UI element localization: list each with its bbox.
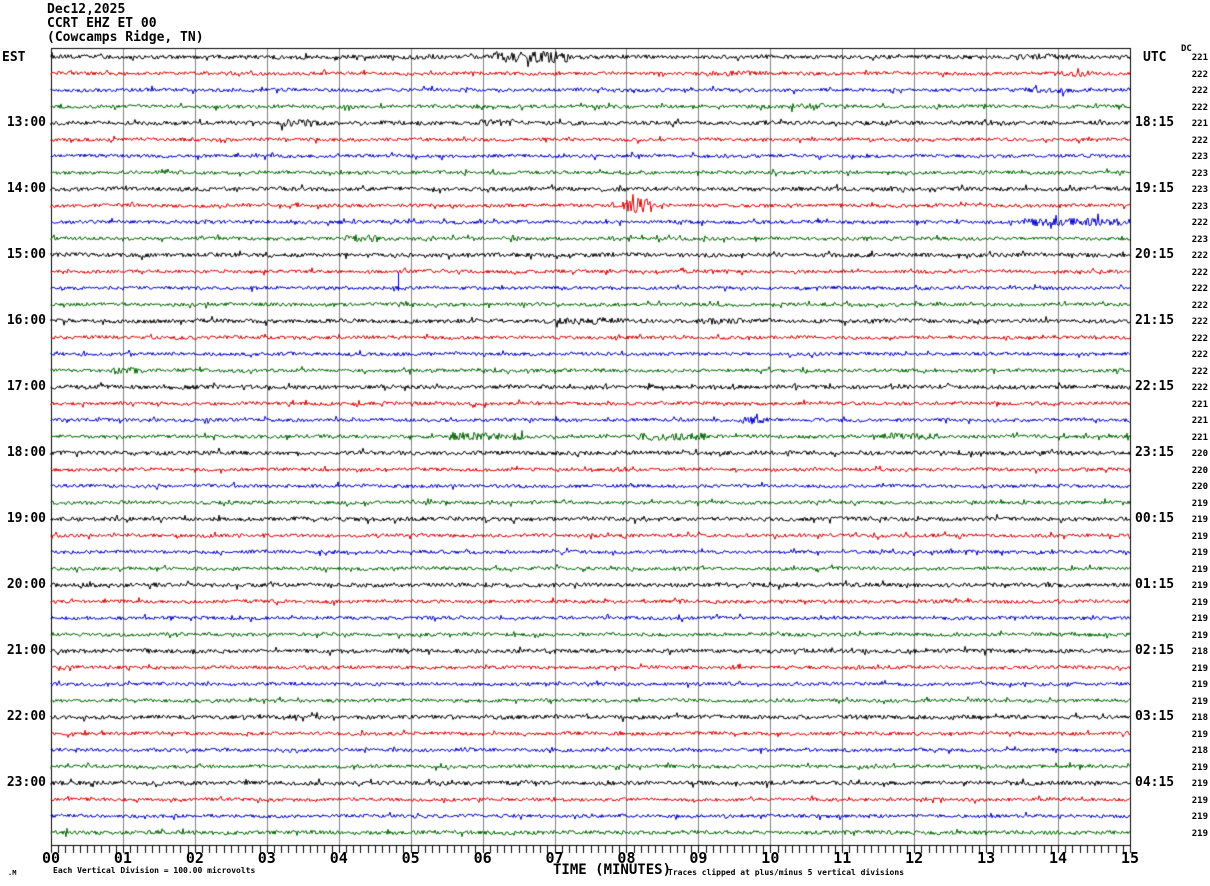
hour-label-est: 23:00 <box>6 775 46 790</box>
dc-offset-value: 222 <box>1191 267 1208 278</box>
dc-offset-value: 219 <box>1191 630 1208 641</box>
hour-label-est: 15:00 <box>6 247 46 262</box>
dc-offset-value: 220 <box>1191 465 1208 476</box>
dc-offset-value: 219 <box>1191 812 1208 822</box>
dc-offset-value: 219 <box>1191 729 1208 740</box>
hour-label-est: 19:00 <box>6 511 46 526</box>
corner-mark: .M <box>8 869 17 877</box>
dc-offset-value: 219 <box>1191 795 1208 806</box>
dc-offset-value: 219 <box>1191 597 1208 608</box>
dc-offset-value: 218 <box>1191 746 1208 756</box>
dc-offset-value: 219 <box>1191 581 1208 591</box>
x-tick-label: 04 <box>329 849 348 867</box>
dc-offset-value: 219 <box>1191 548 1208 558</box>
x-axis-title: TIME (MINUTES) <box>553 862 672 878</box>
hour-label-utc: 22:15 <box>1135 379 1175 394</box>
dc-offset-value: 223 <box>1191 152 1208 162</box>
hour-label-utc: 19:15 <box>1135 181 1175 196</box>
x-tick-label: 13 <box>977 849 996 867</box>
dc-offset-value: 219 <box>1191 564 1208 575</box>
x-tick-label: 10 <box>761 849 780 867</box>
hour-label-est: 21:00 <box>6 643 46 658</box>
dc-offset-value: 218 <box>1191 713 1208 723</box>
dc-offset-value: 222 <box>1191 69 1208 80</box>
dc-offset-value: 219 <box>1191 663 1208 674</box>
dc-offset-value: 219 <box>1191 680 1208 690</box>
x-tick-label: 00 <box>41 849 61 867</box>
dc-offset-value: 221 <box>1191 399 1208 410</box>
dc-offset-value: 223 <box>1191 234 1208 245</box>
hour-label-utc: 00:15 <box>1135 511 1175 526</box>
dc-offset-value: 221 <box>1191 416 1208 426</box>
title-station: CCRT EHZ ET 00 <box>47 16 157 31</box>
hour-label-utc: 04:15 <box>1135 775 1175 790</box>
hour-label-utc: 20:15 <box>1135 247 1175 262</box>
dc-offset-value: 223 <box>1191 168 1208 179</box>
dc-offset-value: 219 <box>1191 498 1208 509</box>
hour-label-est: 17:00 <box>6 379 46 394</box>
x-tick-label: 12 <box>905 849 924 867</box>
x-tick-label: 01 <box>113 849 132 867</box>
x-tick-label: 09 <box>689 849 708 867</box>
x-tick-label: 15 <box>1120 849 1140 867</box>
title-date: Dec12,2025 <box>47 2 126 17</box>
hour-label-utc: 18:15 <box>1135 115 1175 130</box>
hour-label-utc: 03:15 <box>1135 709 1175 724</box>
x-tick-label: 03 <box>257 849 276 867</box>
dc-offset-value: 222 <box>1191 383 1208 393</box>
x-tick-label: 11 <box>833 849 852 867</box>
hour-label-est: 16:00 <box>6 313 46 328</box>
x-tick-label: 05 <box>401 849 420 867</box>
right-axis-label: UTC <box>1143 50 1167 65</box>
title-location: (Cowcamps Ridge, TN) <box>47 30 204 45</box>
hour-label-est: 22:00 <box>6 709 46 724</box>
hour-label-utc: 02:15 <box>1135 643 1175 658</box>
x-tick-label: 14 <box>1049 849 1068 867</box>
dc-offset-value: 220 <box>1191 482 1208 492</box>
dc-offset-value: 222 <box>1191 284 1208 294</box>
dc-offset-value: 220 <box>1191 449 1208 459</box>
hour-label-utc: 23:15 <box>1135 445 1175 460</box>
dc-offset-value: 222 <box>1191 102 1208 113</box>
hour-label-utc: 01:15 <box>1135 577 1175 592</box>
hour-label-est: 13:00 <box>6 115 46 130</box>
hour-label-utc: 21:15 <box>1135 313 1175 328</box>
left-axis-label: EST <box>2 50 26 65</box>
dc-offset-value: 223 <box>1191 185 1208 195</box>
dc-offset-value: 222 <box>1191 317 1208 327</box>
dc-offset-value: 219 <box>1191 531 1208 542</box>
dc-offset-value: 219 <box>1191 696 1208 707</box>
dc-offset-value: 222 <box>1191 366 1208 377</box>
x-tick-label: 06 <box>473 849 492 867</box>
dc-offset-value: 219 <box>1191 828 1208 839</box>
dc-offset-value: 222 <box>1191 251 1208 261</box>
x-tick-label: 08 <box>617 849 636 867</box>
dc-offset-value: 219 <box>1191 779 1208 789</box>
hour-label-est: 14:00 <box>6 181 46 196</box>
dc-offset-value: 222 <box>1191 218 1208 228</box>
dc-offset-header: DC <box>1181 44 1192 54</box>
dc-offset-value: 219 <box>1191 762 1208 773</box>
dc-offset-value: 223 <box>1191 201 1208 212</box>
scale-note: Each Vertical Division = 100.00 microvol… <box>53 866 256 875</box>
hour-label-est: 20:00 <box>6 577 46 592</box>
clip-note: Traces clipped at plus/minus 5 vertical … <box>668 868 905 877</box>
dc-offset-value: 222 <box>1191 350 1208 360</box>
dc-offset-value: 221 <box>1191 119 1208 129</box>
dc-offset-value: 222 <box>1191 333 1208 344</box>
dc-offset-value: 218 <box>1191 647 1208 657</box>
hour-label-est: 18:00 <box>6 445 46 460</box>
dc-offset-value: 219 <box>1191 515 1208 525</box>
dc-offset-value: 219 <box>1191 614 1208 624</box>
dc-offset-value: 221 <box>1191 53 1208 63</box>
x-tick-label: 07 <box>545 849 564 867</box>
dc-offset-value: 222 <box>1191 300 1208 311</box>
dc-offset-value: 222 <box>1191 135 1208 146</box>
dc-offset-value: 222 <box>1191 86 1208 96</box>
dc-offset-value: 221 <box>1191 432 1208 443</box>
x-tick-label: 02 <box>185 849 204 867</box>
